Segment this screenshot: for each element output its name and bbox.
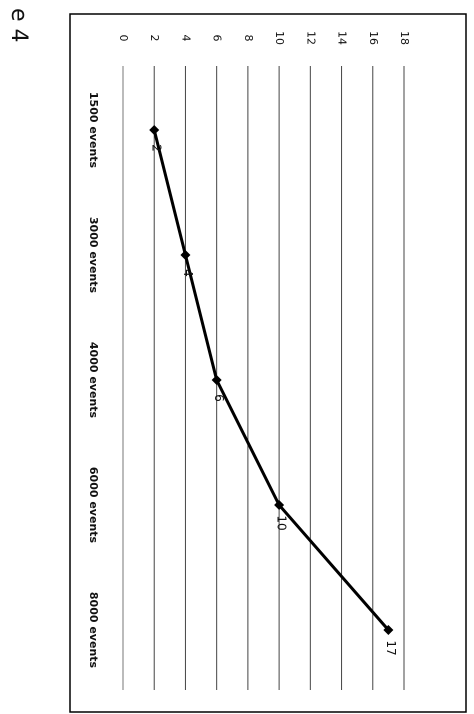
ytick-label: 8 (242, 35, 255, 42)
grid-lines (122, 66, 405, 690)
ytick-label: 2 (148, 35, 161, 42)
ytick-label: 0 (117, 35, 130, 42)
ytick-label: 12 (304, 31, 317, 45)
x-tick-labels: 1500 events 3000 events 4000 events 6000 ev… (87, 92, 100, 669)
ytick-label: 14 (336, 31, 349, 45)
data-label: 4 (181, 269, 195, 277)
series-line (152, 129, 390, 631)
ytick-label: 10 (273, 31, 286, 45)
data-point-marker (383, 625, 394, 635)
xtick-label: 8000 events (87, 592, 100, 669)
xtick-label: 4000 events (87, 342, 100, 419)
data-label: 10 (275, 515, 289, 530)
xtick-label: 6000 events (87, 467, 100, 544)
data-label: 2 (150, 144, 164, 152)
data-label: 6 (212, 394, 226, 402)
ytick-label: 16 (367, 31, 380, 45)
data-point-marker (180, 250, 191, 260)
xtick-label: 3000 events (87, 217, 100, 294)
data-point-marker (274, 500, 285, 510)
data-label: 17 (384, 640, 398, 655)
page-label-text: e 4 (6, 8, 31, 43)
page-label: e 4 (6, 8, 31, 43)
series-markers (149, 125, 394, 635)
series-polyline (152, 129, 390, 631)
ytick-label: 18 (398, 31, 411, 45)
data-labels: 2 4 6 10 17 (150, 144, 398, 655)
y-tick-labels: 0 2 4 6 8 10 12 14 16 18 (117, 31, 411, 45)
xtick-label: 1500 events (87, 92, 100, 169)
chart-frame (69, 13, 467, 713)
ytick-label: 6 (211, 35, 224, 42)
data-point-marker (211, 375, 222, 385)
data-point-marker (149, 125, 160, 135)
ytick-label: 4 (179, 35, 192, 42)
